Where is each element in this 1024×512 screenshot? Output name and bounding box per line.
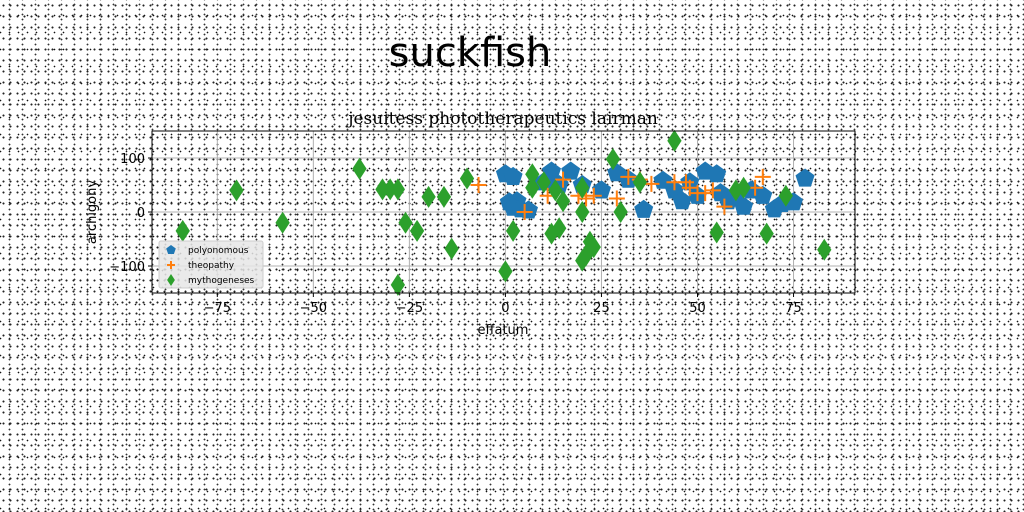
theopathy-point [470, 177, 487, 193]
mythogeneses-point [817, 238, 832, 261]
mythogeneses-point [759, 222, 774, 245]
x-tick-label: −75 [204, 301, 231, 316]
theopathy-point [608, 190, 625, 207]
theopathy-point [620, 168, 637, 185]
page-title: suckfish [388, 30, 552, 76]
mythogeneses-point [613, 201, 628, 223]
x-tick-label: 25 [593, 301, 610, 316]
theopathy-point [697, 185, 714, 202]
y-axis-label: archigony [85, 180, 100, 244]
mythogeneses-point [390, 273, 406, 296]
y-tick-label: 100 [120, 152, 145, 167]
mythogeneses-point [536, 171, 551, 194]
mythogeneses-point [525, 163, 540, 186]
legend: polyonomous theopathy mythogeneses [158, 240, 264, 289]
polyonomous-point [734, 196, 754, 215]
polyonomous-point [561, 161, 581, 180]
theopathy-point [555, 171, 572, 188]
mythogeneses-point [398, 211, 413, 234]
polyonomous-point [707, 164, 727, 183]
mythogeneses-point [709, 221, 724, 244]
legend-marker-theopathy [167, 261, 175, 269]
polyonomous-point [542, 161, 561, 180]
mythogeneses-point [575, 201, 590, 223]
chart-title: jesuitess phototherapeutics lairman [346, 109, 658, 129]
mythogeneses-point [575, 176, 590, 199]
polyonomous-point [672, 191, 692, 210]
mythogeneses-point [667, 129, 682, 152]
mythogeneses-point [632, 171, 648, 194]
mythogeneses-point [498, 260, 513, 283]
y-tick-label: 0 [137, 206, 145, 221]
mythogeneses-point [555, 190, 571, 213]
theopathy-point [754, 168, 771, 185]
mythogeneses-point [436, 185, 452, 208]
polyonomous-point [795, 168, 815, 187]
x-tick-label: −50 [300, 301, 327, 316]
theopathy-point [704, 182, 721, 199]
x-tick-label: 75 [785, 301, 802, 316]
y-tick-label: −100 [109, 260, 145, 275]
mythogeneses-point [505, 219, 521, 242]
mythogeneses-point [421, 185, 436, 208]
theopathy-point [578, 190, 595, 207]
mythogeneses-point [586, 236, 601, 259]
legend-marker-mythogeneses [167, 274, 175, 286]
mythogeneses-point [390, 178, 406, 201]
legend-label: theopathy [188, 261, 235, 271]
mythogeneses-point [444, 237, 459, 260]
theopathy-point [643, 175, 660, 192]
polyonomous-point [503, 166, 523, 185]
legend-box [158, 240, 264, 289]
mythogeneses-point [229, 179, 244, 202]
polyonomous-point [634, 199, 654, 218]
x-tick-label: 50 [689, 301, 706, 316]
x-axis-label: effatum [478, 323, 529, 338]
polyonomous-point [591, 180, 611, 199]
mythogeneses-point [383, 178, 398, 201]
mythogeneses-point [459, 167, 475, 190]
mythogeneses-point [736, 176, 751, 199]
theopathy-point [716, 198, 733, 215]
mythogeneses-point [409, 219, 425, 242]
theopathy-point [585, 187, 602, 204]
legend-label: polyonomous [188, 246, 249, 256]
mythogeneses-point [778, 184, 794, 207]
mythogeneses-point [375, 178, 390, 201]
x-tick-label: 0 [501, 301, 509, 316]
legend-marker-polyonomous [166, 245, 176, 254]
mythogeneses-point [175, 219, 190, 242]
mythogeneses-point [552, 217, 567, 240]
x-tick-label: −25 [396, 301, 423, 316]
mythogeneses-point [548, 179, 563, 202]
theopathy-point [516, 204, 533, 220]
mythogeneses-point [605, 148, 621, 171]
mythogeneses-point [352, 157, 367, 180]
mythogeneses-point [525, 176, 540, 199]
mythogeneses-point [275, 211, 290, 234]
legend-label: mythogeneses [188, 276, 255, 286]
